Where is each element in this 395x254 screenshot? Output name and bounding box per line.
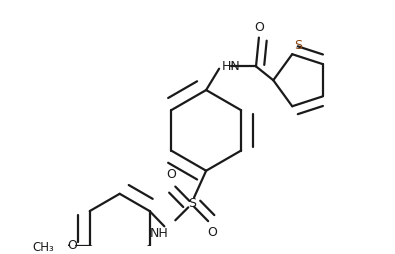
Text: O: O (207, 226, 217, 239)
Text: S: S (188, 197, 196, 210)
Text: O: O (254, 21, 264, 34)
Text: NH: NH (150, 227, 169, 240)
Text: CH₃: CH₃ (32, 241, 54, 253)
Text: HN: HN (222, 60, 241, 73)
Text: S: S (295, 39, 303, 52)
Text: O: O (167, 168, 177, 181)
Text: O: O (68, 239, 77, 252)
